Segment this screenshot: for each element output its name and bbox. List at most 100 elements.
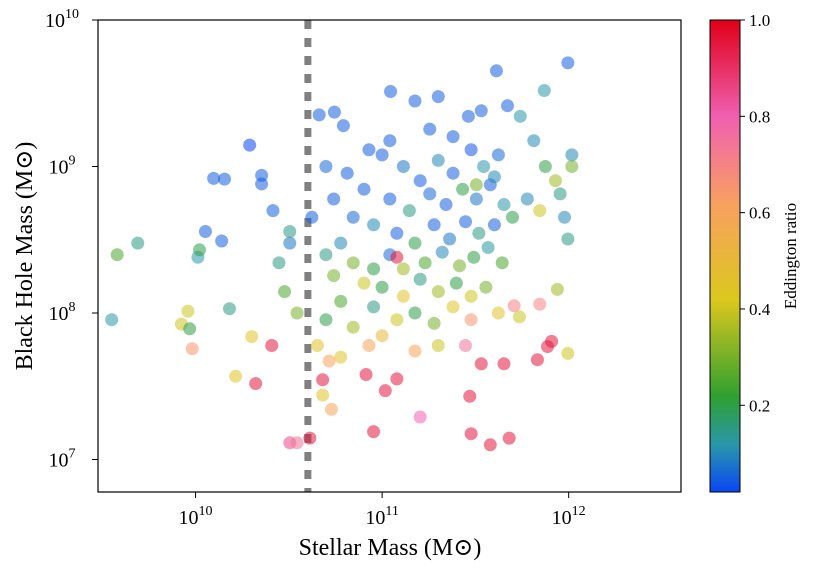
data-point xyxy=(497,357,511,371)
data-point xyxy=(538,159,552,173)
colorbar-slice xyxy=(710,400,740,403)
data-point xyxy=(506,210,520,224)
colorbar-slice xyxy=(710,314,740,317)
colorbar-slice xyxy=(710,356,740,359)
colorbar-slice xyxy=(710,122,740,125)
colorbar-slice xyxy=(710,76,740,79)
colorbar-slice xyxy=(710,288,740,291)
data-point xyxy=(245,330,259,344)
colorbar-slice xyxy=(710,124,740,127)
colorbar-slice xyxy=(710,70,740,73)
colorbar-slice xyxy=(710,298,740,301)
data-point xyxy=(520,192,534,206)
data-point xyxy=(346,320,360,334)
data-point xyxy=(474,357,488,371)
data-point xyxy=(249,377,263,391)
data-point xyxy=(446,130,460,144)
data-point xyxy=(549,174,563,188)
tick-base: 10 xyxy=(49,449,69,471)
colorbar-slice xyxy=(710,390,740,393)
colorbar-slice xyxy=(710,282,740,285)
colorbar-slice xyxy=(710,116,740,119)
colorbar-slice xyxy=(710,290,740,293)
colorbar-slice xyxy=(710,60,740,63)
data-point xyxy=(413,272,427,286)
colorbar-slice xyxy=(710,166,740,169)
data-point xyxy=(110,248,124,262)
data-point xyxy=(193,243,207,257)
colorbar-slice xyxy=(710,382,740,385)
colorbar-slice xyxy=(710,100,740,103)
colorbar-slice xyxy=(710,110,740,113)
colorbar-slice xyxy=(710,460,740,463)
colorbar-slice xyxy=(710,80,740,83)
colorbar-slice xyxy=(710,38,740,41)
data-point xyxy=(362,143,376,157)
colorbar-slice xyxy=(710,174,740,177)
colorbar-slice xyxy=(710,260,740,263)
data-point xyxy=(512,310,526,324)
colorbar-label: Eddington ratio xyxy=(781,203,800,309)
data-point xyxy=(469,178,483,192)
data-point xyxy=(319,248,333,262)
colorbar-slice xyxy=(710,46,740,49)
colorbar-slice xyxy=(710,476,740,479)
colorbar-slice xyxy=(710,302,740,305)
colorbar-slice xyxy=(710,20,740,23)
colorbar-slice xyxy=(710,224,740,227)
colorbar-slice xyxy=(710,138,740,141)
colorbar-slice xyxy=(710,386,740,389)
tick-base: 10 xyxy=(49,303,69,325)
colorbar-slice xyxy=(710,310,740,313)
colorbar-slice xyxy=(710,402,740,405)
colorbar-tick-label: 0.6 xyxy=(749,204,770,223)
data-point xyxy=(561,56,575,70)
tick-base: 10 xyxy=(365,507,385,529)
data-point xyxy=(456,182,470,196)
colorbar-slice xyxy=(710,90,740,93)
colorbar-slice xyxy=(710,374,740,377)
colorbar-slice xyxy=(710,88,740,91)
colorbar-slice xyxy=(710,216,740,219)
tick-exponent: 7 xyxy=(69,446,76,461)
colorbar-slice xyxy=(710,320,740,323)
colorbar-slice xyxy=(710,28,740,31)
data-point xyxy=(459,339,473,353)
data-point xyxy=(491,306,505,320)
data-point xyxy=(558,210,572,224)
data-point xyxy=(383,134,397,148)
colorbar-slice xyxy=(710,324,740,327)
data-point xyxy=(481,240,495,254)
colorbar-slice xyxy=(710,306,740,309)
data-point xyxy=(513,109,527,123)
colorbar-slice xyxy=(710,474,740,477)
colorbar-slice xyxy=(710,398,740,401)
data-point xyxy=(207,171,221,185)
colorbar-slice xyxy=(710,370,740,373)
data-point xyxy=(431,285,445,299)
data-point xyxy=(378,384,392,398)
colorbar-slice xyxy=(710,300,740,303)
colorbar-slice xyxy=(710,182,740,185)
colorbar-slice xyxy=(710,258,740,261)
colorbar-slice xyxy=(710,410,740,413)
colorbar-slice xyxy=(710,292,740,295)
data-point xyxy=(464,427,478,441)
data-point xyxy=(283,225,297,239)
colorbar-slice xyxy=(710,236,740,239)
data-point xyxy=(367,425,381,439)
colorbar-slice xyxy=(710,426,740,429)
colorbar-slice xyxy=(710,94,740,97)
tick-exponent: 8 xyxy=(69,300,76,315)
data-point xyxy=(533,204,547,218)
colorbar-slice xyxy=(710,92,740,95)
data-point xyxy=(319,313,333,327)
data-point xyxy=(474,104,488,118)
colorbar-slice xyxy=(710,332,740,335)
data-point xyxy=(408,306,422,320)
data-point xyxy=(357,182,371,196)
data-point xyxy=(501,99,515,113)
colorbar-slice xyxy=(710,154,740,157)
data-point xyxy=(229,369,243,383)
colorbar-slice xyxy=(710,348,740,351)
